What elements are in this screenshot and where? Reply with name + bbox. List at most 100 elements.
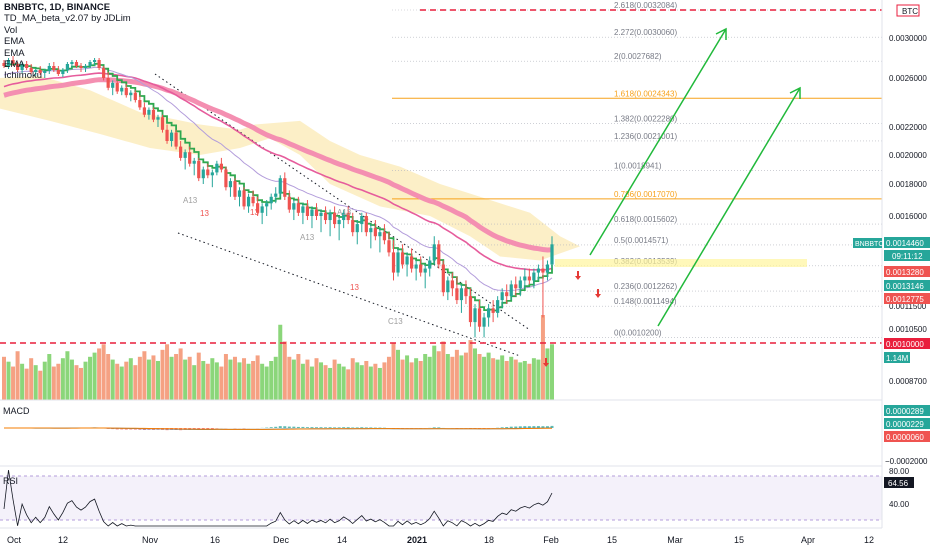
- candle-body: [415, 265, 418, 269]
- volume-bar: [446, 354, 450, 400]
- volume-bar: [437, 351, 441, 400]
- candle-body: [288, 197, 291, 210]
- volume-bar: [206, 364, 210, 400]
- candle-body: [111, 83, 114, 88]
- volume-bar: [61, 358, 65, 400]
- candle-body: [224, 170, 227, 188]
- volume-bar: [183, 360, 187, 400]
- macd-histogram-bar: [510, 427, 513, 428]
- time-label: 12: [58, 535, 68, 545]
- volume-bar: [29, 358, 33, 400]
- volume-bar: [405, 355, 409, 400]
- volume-bar: [292, 360, 296, 400]
- td-label: 13: [350, 283, 359, 292]
- candle-body: [351, 220, 354, 232]
- volume-bar: [242, 358, 246, 400]
- candle-body: [315, 210, 318, 216]
- fib-label: 1.382(0.0022280): [614, 115, 678, 124]
- candle-body: [306, 206, 309, 216]
- volume-bar: [247, 364, 251, 400]
- candle-body: [170, 133, 173, 141]
- legend-indicator[interactable]: EMA: [4, 36, 131, 47]
- legend-indicator[interactable]: EMA: [4, 48, 131, 59]
- volume-bar: [337, 364, 341, 400]
- macd-histogram-bar: [310, 427, 313, 428]
- candle-body: [433, 244, 436, 260]
- volume-bar: [301, 364, 305, 400]
- volume-bar: [491, 358, 495, 400]
- candle-body: [401, 252, 404, 264]
- volume-bar: [142, 351, 146, 400]
- candle-body: [279, 178, 282, 193]
- volume-bar: [536, 360, 540, 400]
- volume-bar: [550, 344, 554, 400]
- candle-body: [473, 308, 476, 322]
- rsi-tick: 40.00: [889, 500, 910, 509]
- candle-body: [297, 203, 300, 213]
- volume-bar: [459, 355, 463, 400]
- candle-body: [156, 117, 159, 119]
- volume-bar: [251, 361, 255, 400]
- candle-body: [469, 296, 472, 322]
- volume-bar: [428, 357, 432, 400]
- candle-body: [251, 197, 254, 203]
- volume-bar: [274, 357, 278, 400]
- candle-body: [455, 288, 458, 300]
- volume-bar: [161, 350, 165, 400]
- volume-bar: [174, 354, 178, 400]
- macd-histogram-bar: [519, 426, 522, 428]
- candle-body: [482, 318, 485, 327]
- volume-bar: [224, 354, 228, 400]
- candle-body: [283, 178, 286, 197]
- macd-histogram-bar: [369, 427, 372, 428]
- legend-indicator[interactable]: Vol: [4, 25, 131, 36]
- macd-histogram-bar: [505, 427, 508, 428]
- fib-label: 0.5(0.0014571): [614, 236, 669, 245]
- price-badge-label: 0.0012775: [886, 295, 924, 304]
- countdown: 09:11:12: [892, 252, 923, 261]
- volume-bar: [410, 362, 414, 400]
- currency-label: BTC: [902, 7, 918, 16]
- volume-bar: [228, 360, 232, 400]
- volume-bar: [545, 348, 549, 400]
- macd-histogram-bar: [351, 427, 354, 428]
- volume-bar: [93, 353, 97, 400]
- volume-bar: [165, 344, 169, 400]
- candle-body: [120, 88, 123, 92]
- macd-histogram-bar: [433, 427, 436, 428]
- candle-body: [233, 181, 236, 197]
- candle-body: [143, 107, 146, 114]
- volume-bar: [97, 348, 101, 400]
- candle-body: [537, 269, 540, 273]
- macd-histogram-bar: [274, 427, 277, 428]
- volume-bar: [319, 362, 323, 400]
- volume-bar: [233, 357, 237, 400]
- volume-label: 1.14M: [886, 354, 909, 363]
- macd-histogram-bar: [356, 427, 359, 428]
- legend-indicator[interactable]: Ichimoku: [4, 70, 131, 81]
- price-tick: 0.0026000: [889, 74, 927, 83]
- candle-body: [451, 280, 454, 288]
- volume-bar: [265, 367, 269, 400]
- candle-body: [519, 280, 522, 288]
- legend-symbol[interactable]: BNBBTC, 1D, BINANCE: [4, 2, 131, 13]
- volume-bar: [355, 362, 359, 400]
- candle-body: [446, 280, 449, 292]
- price-tick: 0.0008700: [889, 377, 927, 386]
- volume-bar: [387, 357, 391, 400]
- candle-body: [206, 170, 209, 176]
- candle-body: [138, 100, 141, 107]
- candle-body: [514, 284, 517, 288]
- fib-label: 0(0.0010200): [614, 328, 662, 337]
- volume-bar: [133, 365, 137, 400]
- macd-histogram-bar: [270, 427, 273, 428]
- fib-label: 0.618(0.0015602): [614, 215, 678, 224]
- candle-body: [487, 308, 490, 317]
- candle-body: [492, 308, 495, 313]
- price-badge-label: 0.0010000: [886, 340, 924, 349]
- legend-indicator[interactable]: TD_MA_beta_v2.07 by JDLim: [4, 13, 131, 24]
- legend-indicator[interactable]: EMA: [4, 59, 131, 70]
- volume-bar: [305, 360, 309, 400]
